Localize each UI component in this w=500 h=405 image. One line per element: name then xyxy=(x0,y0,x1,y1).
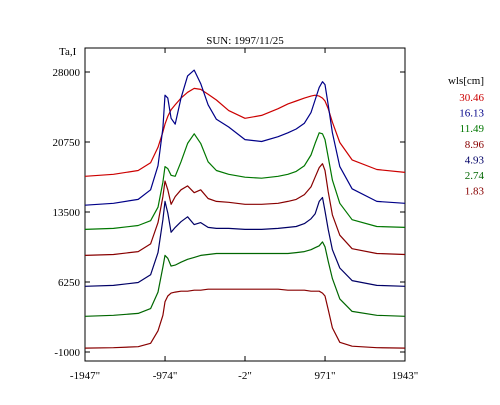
legend-entry-5: 4.93 xyxy=(465,154,485,166)
legend-entry-4: 8.96 xyxy=(465,139,485,151)
y-tick-label: 13500 xyxy=(53,207,81,219)
x-tick-label: -2" xyxy=(238,370,252,382)
legend-entries: 30.46 16.13 11.49 8.96 4.93 2.74 1.83 xyxy=(459,92,484,198)
series-line-7 xyxy=(84,288,406,349)
series-line-6 xyxy=(84,241,406,317)
series-line-3 xyxy=(84,132,406,230)
legend-entry-7: 1.83 xyxy=(465,186,485,198)
series-line-5 xyxy=(84,196,406,287)
series-lines xyxy=(84,69,406,349)
legend-entry-6: 2.74 xyxy=(465,170,485,182)
y-tick-label: -1000 xyxy=(54,347,80,359)
series-line-1 xyxy=(84,87,406,177)
legend-entry-1: 30.46 xyxy=(459,92,484,104)
legend-title: wls[cm] xyxy=(448,75,484,87)
x-tick-label: -1947" xyxy=(70,370,100,382)
legend-entry-2: 16.13 xyxy=(459,108,484,120)
y-tick-label: 20750 xyxy=(53,137,81,149)
series-line-2 xyxy=(84,69,406,206)
legend-entry-3: 11.49 xyxy=(460,123,485,135)
chart-title: SUN: 1997/11/25 xyxy=(206,35,284,47)
x-tick-label: -974" xyxy=(153,370,178,382)
y-tick-label: 6250 xyxy=(58,277,81,289)
series-line-4 xyxy=(84,163,406,256)
y-tick-label: 28000 xyxy=(53,67,81,79)
x-tick-label: 1943" xyxy=(392,370,419,382)
x-tick-label: 971" xyxy=(315,370,336,382)
y-axis-ticks: -1000 6250 13500 20750 28000 xyxy=(53,67,405,359)
y-axis-label: Ta,I xyxy=(59,46,77,58)
x-axis-ticks: -1947" -974" -2" 971" 1943" xyxy=(70,48,418,382)
